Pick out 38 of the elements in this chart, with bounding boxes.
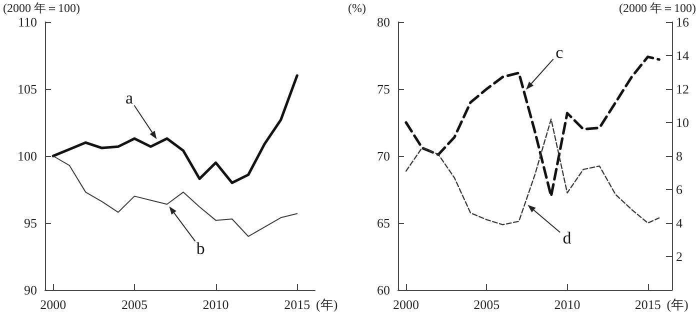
y-tick-label: 65: [377, 216, 390, 230]
y-axis-title: (2000 年＝100): [3, 1, 80, 15]
x-tick-label: 2015: [284, 297, 310, 312]
x-tick-label: 2015: [634, 297, 661, 312]
y-tick-label: 75: [377, 82, 390, 96]
annotation: b: [196, 239, 205, 258]
y-tick-label: 60: [377, 282, 390, 298]
y-tick-label: 100: [18, 148, 37, 164]
x-tick-label: 2010: [202, 297, 229, 312]
y2-tick-label: 14: [676, 48, 690, 63]
annotation: c: [556, 42, 564, 62]
x-tick-label: 2005: [474, 297, 500, 312]
y2-tick-label: 12: [676, 82, 689, 96]
x-axis-title: (年): [666, 297, 688, 312]
line-series: [405, 118, 660, 226]
y-tick-label: 110: [18, 14, 37, 30]
line-series: [52, 156, 298, 237]
y2-axis-title: (2000 年＝100): [619, 1, 696, 15]
y2-tick-label: 6: [676, 182, 683, 197]
y-axis-title: (%): [348, 1, 366, 15]
y-tick-label: 80: [377, 14, 390, 30]
y-tick-label: 95: [24, 216, 37, 230]
x-tick-label: 2010: [554, 297, 580, 312]
y-tick-label: 90: [24, 282, 37, 298]
annotation: d: [562, 228, 572, 248]
y-tick-label: 105: [18, 82, 37, 96]
line-series: [52, 74, 298, 184]
x-tick-label: 2000: [40, 297, 66, 312]
y2-tick-label: 16: [676, 14, 690, 30]
x-axis-title: (年): [316, 297, 338, 312]
y2-tick-label: 8: [676, 148, 682, 164]
annotation: a: [125, 88, 134, 108]
y2-tick-label: 10: [676, 115, 689, 130]
y2-tick-label: 4: [676, 216, 683, 230]
y-tick-label: 70: [377, 148, 390, 164]
x-tick-label: 2005: [121, 297, 148, 312]
y2-tick-label: 2: [676, 249, 682, 264]
x-tick-label: 2000: [393, 297, 420, 312]
